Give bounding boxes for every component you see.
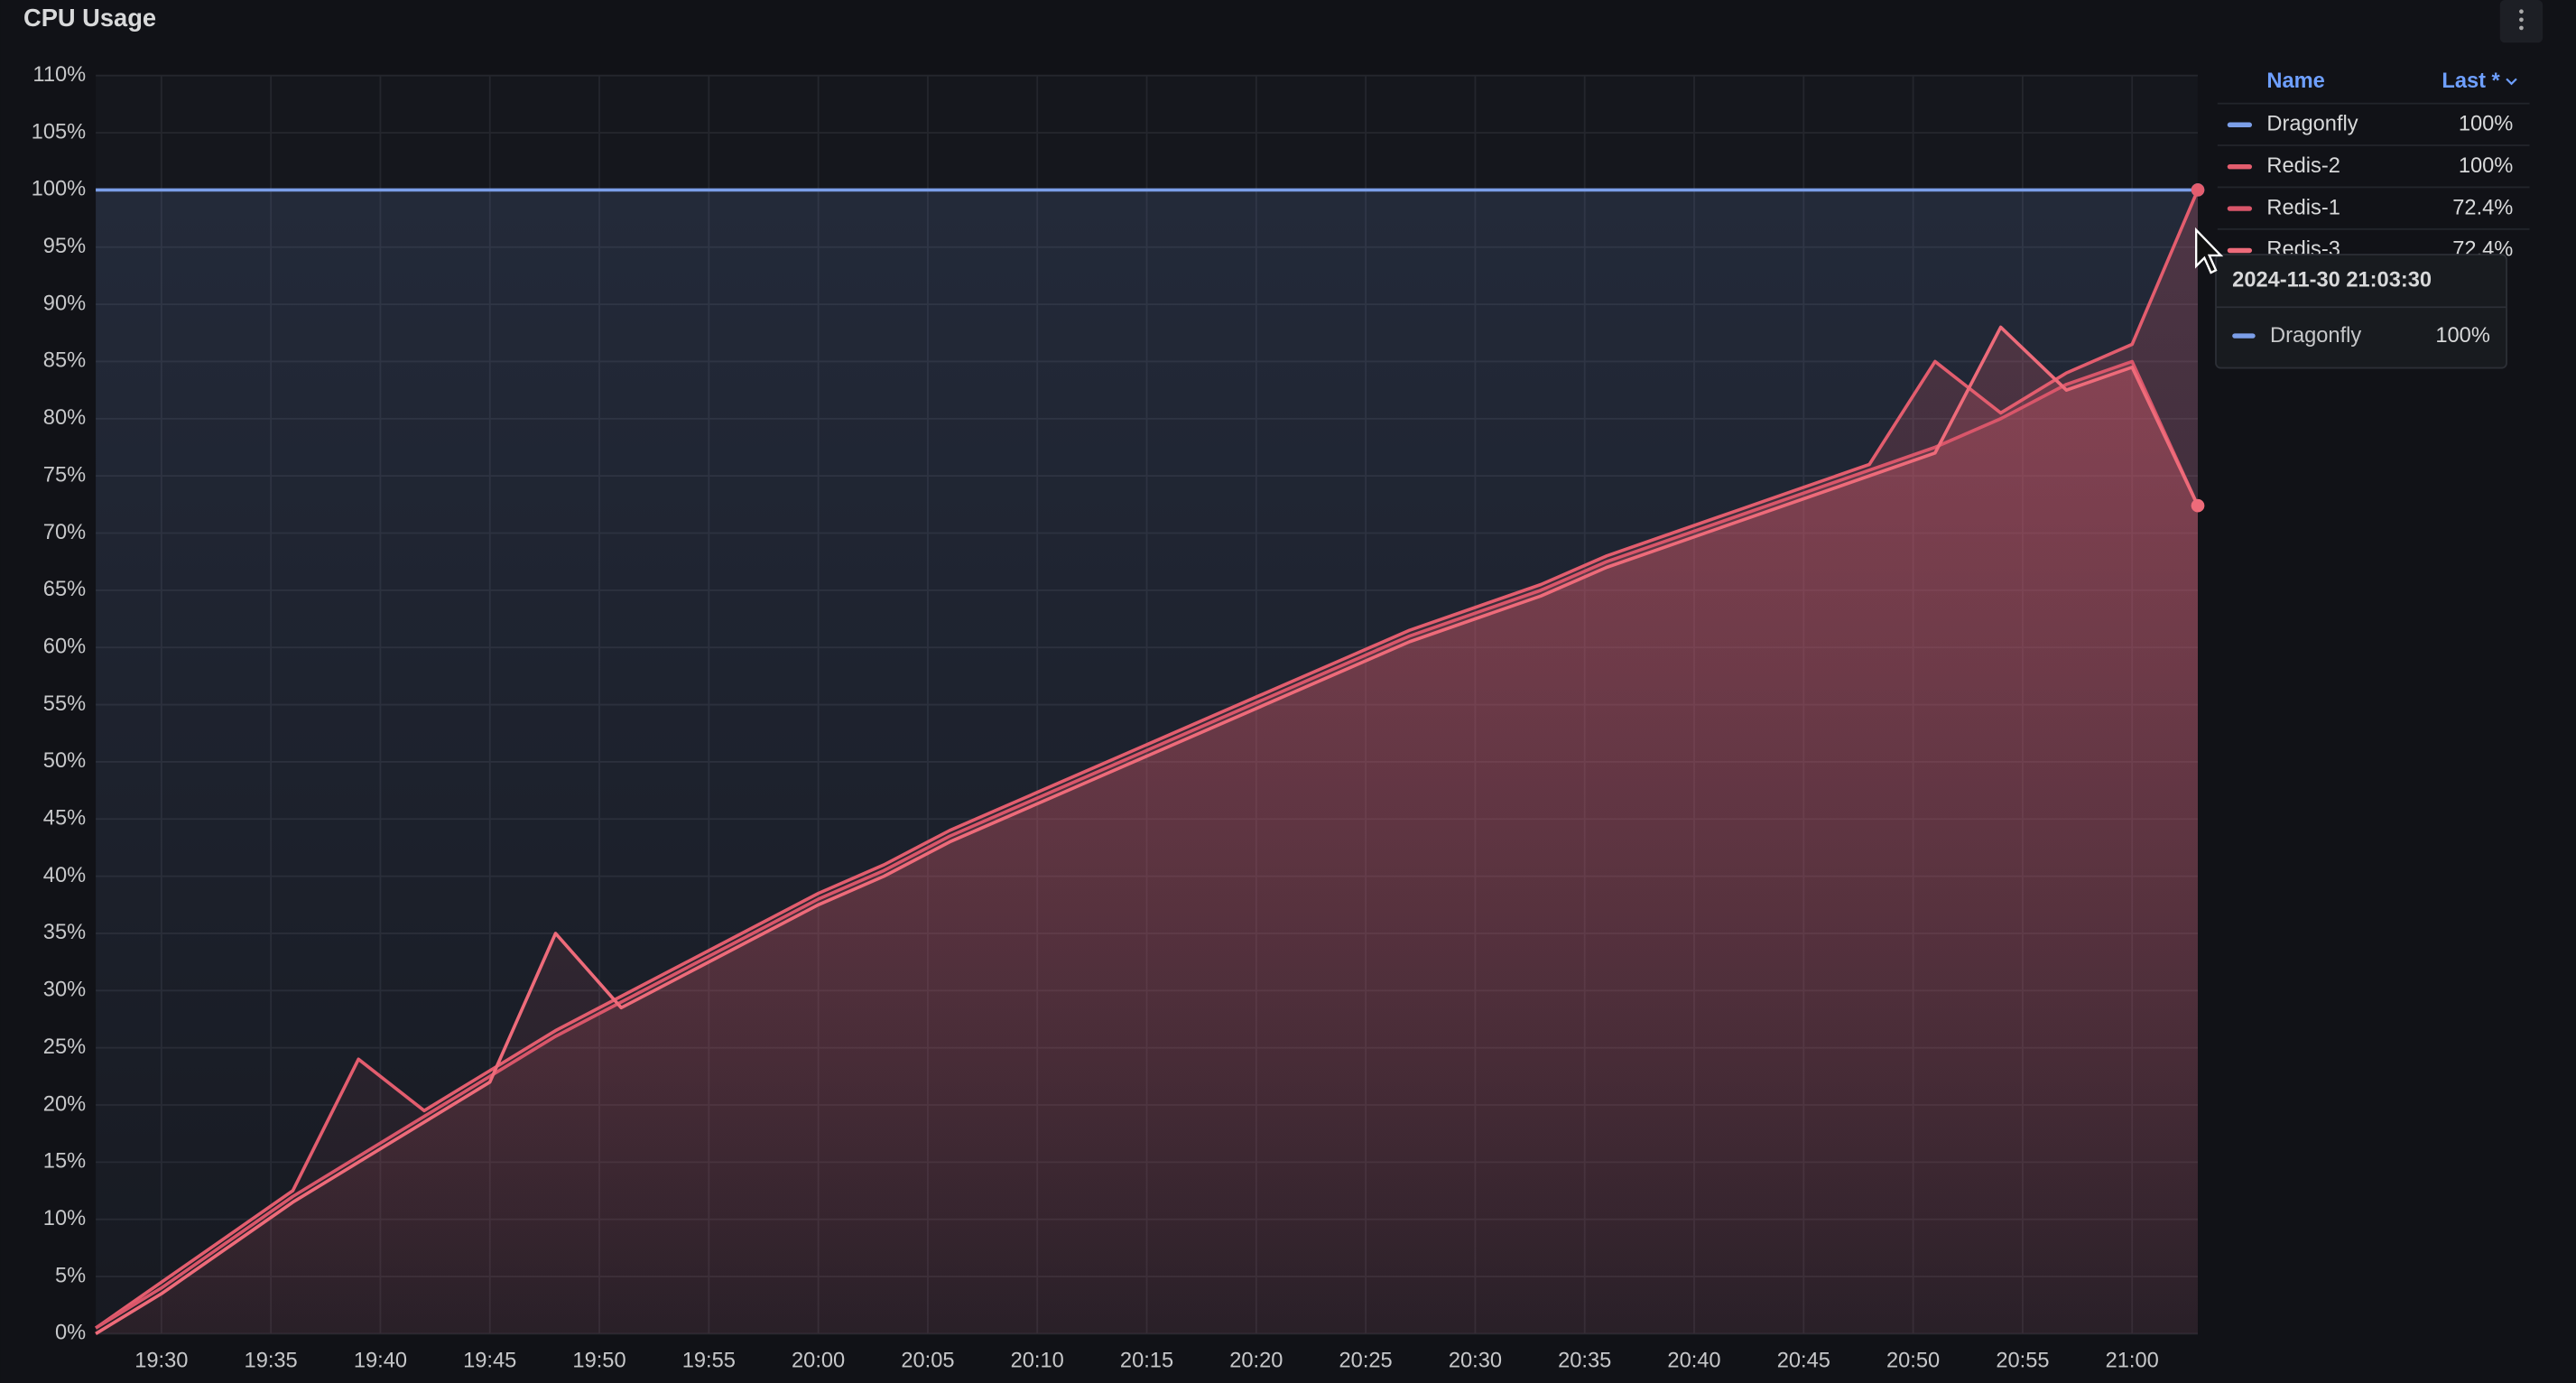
- legend-last-value: 100%: [2459, 113, 2513, 136]
- tooltip-value: 100%: [2435, 324, 2489, 348]
- y-tick-label: 75%: [43, 463, 86, 487]
- x-tick-label: 19:55: [682, 1350, 736, 1373]
- tooltip: 2024-11-30 21:03:30 Dragonfly 100%: [2215, 254, 2507, 369]
- series-line: [95, 189, 2200, 1330]
- y-tick-label: 85%: [43, 349, 86, 373]
- legend-swatch: [2227, 206, 2253, 211]
- legend-name[interactable]: Redis-2: [2266, 154, 2340, 178]
- x-tick-label: 20:20: [1229, 1350, 1283, 1373]
- legend-header[interactable]: Name: [2266, 70, 2324, 93]
- y-tick-label: 70%: [43, 521, 86, 544]
- sort-icon: [2506, 78, 2517, 86]
- y-tick-label: 60%: [43, 635, 86, 658]
- legend-header[interactable]: Last *: [2442, 70, 2500, 93]
- legend-name[interactable]: Redis-1: [2266, 196, 2340, 219]
- x-tick-label: 20:35: [1558, 1350, 1611, 1373]
- y-tick-label: 45%: [43, 807, 86, 831]
- x-tick-label: 20:05: [901, 1350, 954, 1373]
- plot: 0% 5% 10% 15% 20% 25% 30% 35% 40% 45% 50% 55% 60% 65%…: [32, 63, 2205, 1373]
- y-tick-label: 100%: [32, 178, 86, 201]
- y-tick-label: 5%: [55, 1264, 86, 1287]
- x-tick-label: 21:00: [2106, 1350, 2159, 1373]
- x-tick-label: 20:30: [1449, 1350, 1502, 1373]
- menu-dot: [2519, 17, 2524, 23]
- series-line: [95, 359, 2200, 1330]
- legend-last-value: 72.4%: [2452, 196, 2513, 219]
- area: [96, 327, 2198, 1334]
- mouse-cursor: [2194, 227, 2224, 274]
- tooltip-swatch: [2232, 333, 2256, 339]
- y-tick-label: 105%: [32, 120, 86, 144]
- hover-point: [2191, 183, 2205, 197]
- legend: Name Last * Dragonfly 100% Redis-2 100% Redi…: [2217, 70, 2530, 262]
- legend-name[interactable]: Dragonfly: [2266, 113, 2358, 136]
- y-tick-label: 80%: [43, 406, 86, 430]
- y-tick-label: 95%: [43, 235, 86, 258]
- x-tick-label: 20:25: [1339, 1350, 1393, 1373]
- y-tick-label: 40%: [43, 864, 86, 887]
- tooltip-time: 2024-11-30 21:03:30: [2232, 268, 2432, 292]
- x-tick-label: 20:00: [792, 1350, 845, 1373]
- x-tick-label: 20:55: [1996, 1350, 2049, 1373]
- legend-swatch: [2227, 163, 2253, 170]
- y-tick-label: 10%: [43, 1207, 86, 1230]
- x-tick-label: 19:40: [354, 1350, 407, 1373]
- legend-swatch: [2227, 122, 2253, 128]
- x-tick-label: 19:35: [245, 1350, 298, 1373]
- y-tick-label: 15%: [43, 1150, 86, 1174]
- y-tick-label: 65%: [43, 578, 86, 601]
- legend-swatch: [2227, 247, 2253, 254]
- y-tick-label: 0%: [55, 1322, 86, 1345]
- x-tick-label: 20:15: [1120, 1350, 1173, 1373]
- y-tick-label: 35%: [43, 921, 86, 944]
- tooltip-box: [2215, 254, 2507, 369]
- x-tick-label: 19:45: [463, 1350, 516, 1373]
- x-tick-label: 20:50: [1886, 1350, 1940, 1373]
- menu-dot: [2519, 9, 2524, 14]
- y-tick-label: 90%: [43, 292, 86, 315]
- hover-point: [2191, 498, 2205, 513]
- y-tick-label: 110%: [32, 63, 86, 87]
- panel-menu[interactable]: [2499, 0, 2544, 43]
- x-tick-label: 19:30: [134, 1350, 188, 1373]
- y-tick-label: 20%: [43, 1092, 86, 1116]
- x-tick-label: 20:40: [1667, 1350, 1720, 1373]
- y-tick-label: 25%: [43, 1035, 86, 1059]
- x-tick-label: 20:45: [1777, 1350, 1830, 1373]
- tooltip-series: Dragonfly: [2270, 324, 2361, 348]
- y-tick-label: 30%: [43, 979, 86, 1002]
- legend-last-value: 100%: [2459, 154, 2513, 178]
- x-tick-label: 20:10: [1011, 1350, 1064, 1373]
- chart-title: CPU Usage: [23, 4, 156, 32]
- series-line: [95, 325, 2200, 1335]
- menu-dot: [2519, 25, 2524, 31]
- x-tick-label: 19:50: [572, 1350, 625, 1373]
- y-tick-label: 55%: [43, 692, 86, 716]
- y-tick-label: 50%: [43, 749, 86, 773]
